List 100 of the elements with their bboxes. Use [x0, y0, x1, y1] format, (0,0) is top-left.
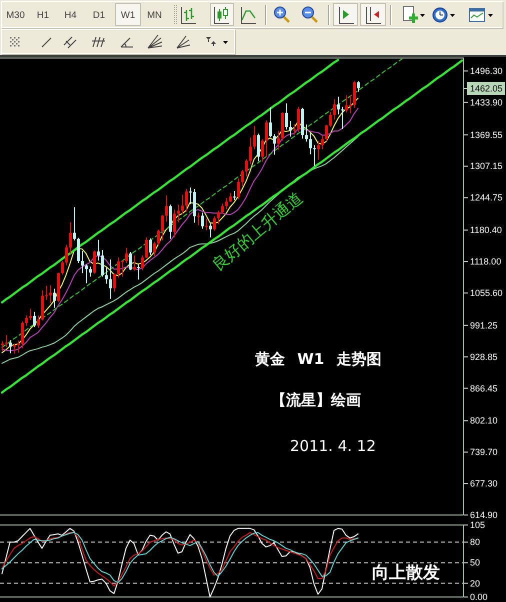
y-tick-label: 991.25	[470, 320, 498, 330]
candlestick	[85, 264, 88, 284]
candlestick	[17, 340, 20, 354]
y-tick-label: 1496.30	[470, 66, 503, 76]
candlestick	[329, 111, 332, 128]
line-series	[0, 59, 464, 394]
candlestick	[177, 204, 180, 223]
annotation: 【流星】绘画	[271, 391, 361, 409]
text: 1462.05	[470, 84, 503, 94]
candlestick	[249, 137, 252, 165]
candlestick	[173, 209, 176, 238]
candlestick	[117, 257, 120, 278]
candlestick	[197, 212, 200, 226]
candlestick	[217, 210, 220, 225]
candlestick	[265, 120, 268, 158]
text: H1	[36, 10, 50, 20]
candlestick	[245, 158, 248, 177]
candlestick	[5, 334, 8, 348]
candlestick	[225, 198, 228, 210]
y-tick-label: 0.00	[470, 592, 488, 602]
line-series	[0, 58, 340, 304]
candlestick	[345, 94, 348, 113]
candlestick	[209, 222, 212, 238]
candlestick	[125, 247, 128, 264]
candlestick	[289, 120, 292, 138]
candlestick	[341, 106, 344, 130]
candlestick	[1, 340, 4, 352]
candlestick	[305, 124, 308, 142]
candlestick	[129, 251, 132, 271]
candlestick	[269, 106, 272, 138]
candlestick	[73, 206, 76, 241]
candlestick	[137, 264, 140, 280]
candlestick	[97, 239, 100, 262]
annotation: 良好的上升通道	[208, 188, 306, 274]
candlestick	[213, 216, 216, 232]
y-tick-label: 20	[470, 578, 480, 588]
text: W1	[120, 10, 136, 20]
candlestick	[133, 254, 136, 272]
candlestick	[293, 124, 296, 136]
candlestick	[29, 308, 32, 320]
y-tick-label: 1307.15	[470, 161, 503, 172]
candlestick	[157, 229, 160, 246]
candlestick	[37, 314, 40, 329]
candlestick	[317, 140, 320, 160]
candlestick	[13, 343, 16, 354]
y-tick-label: 50	[470, 558, 480, 568]
candlestick	[257, 133, 260, 162]
y-tick-label: 677.30	[470, 478, 498, 489]
candlestick	[41, 290, 44, 321]
candlestick	[145, 236, 148, 259]
candlestick	[273, 134, 276, 156]
line-series	[2, 58, 402, 348]
candlestick	[161, 214, 164, 241]
text: MN	[147, 10, 162, 20]
y-tick-label: 1433.90	[470, 97, 503, 108]
text: H4	[64, 10, 77, 20]
y-tick-label: 928.85	[470, 352, 498, 362]
candlestick	[77, 237, 80, 264]
candlestick	[185, 188, 188, 212]
candlestick	[349, 94, 352, 114]
y-tick-label: 866.45	[470, 383, 498, 394]
candlestick	[333, 98, 336, 120]
candlestick	[313, 144, 316, 166]
candlestick	[205, 218, 208, 231]
candlestick	[9, 340, 12, 354]
candlestick	[33, 311, 36, 328]
candlestick	[109, 259, 112, 300]
candlestick	[353, 80, 356, 108]
candlestick	[277, 130, 280, 150]
candlestick	[69, 222, 72, 254]
candlestick	[53, 288, 56, 308]
y-tick-label: 1118.00	[470, 256, 502, 267]
candlestick	[181, 194, 184, 215]
candlestick	[321, 135, 324, 150]
candlestick	[357, 80, 360, 92]
candlestick	[101, 249, 104, 278]
annotation: 黄金 W1 走势图	[254, 350, 382, 368]
candlestick	[233, 190, 236, 201]
text: D1	[92, 10, 106, 20]
candlestick	[297, 106, 300, 133]
candlestick	[309, 132, 312, 155]
candlestick	[113, 273, 116, 292]
candlestick	[337, 96, 340, 115]
candlestick	[65, 244, 68, 266]
candlestick	[229, 192, 232, 203]
candlestick	[221, 203, 224, 214]
candlestick	[261, 138, 264, 162]
y-tick-label: 802.10	[470, 416, 498, 426]
y-tick-label: 105	[470, 520, 486, 530]
y-tick-label: 739.70	[470, 447, 498, 458]
annotation: 2011. 4. 12	[290, 437, 376, 455]
candlestick	[201, 212, 204, 230]
candlestick	[105, 267, 108, 284]
candlestick	[89, 266, 92, 278]
candlestick	[285, 102, 288, 130]
candlestick	[49, 284, 52, 304]
candlestick	[141, 254, 144, 271]
candlestick	[149, 238, 152, 256]
y-tick-label: 1369.55	[470, 130, 503, 140]
annotation: 向上散发	[372, 563, 440, 583]
